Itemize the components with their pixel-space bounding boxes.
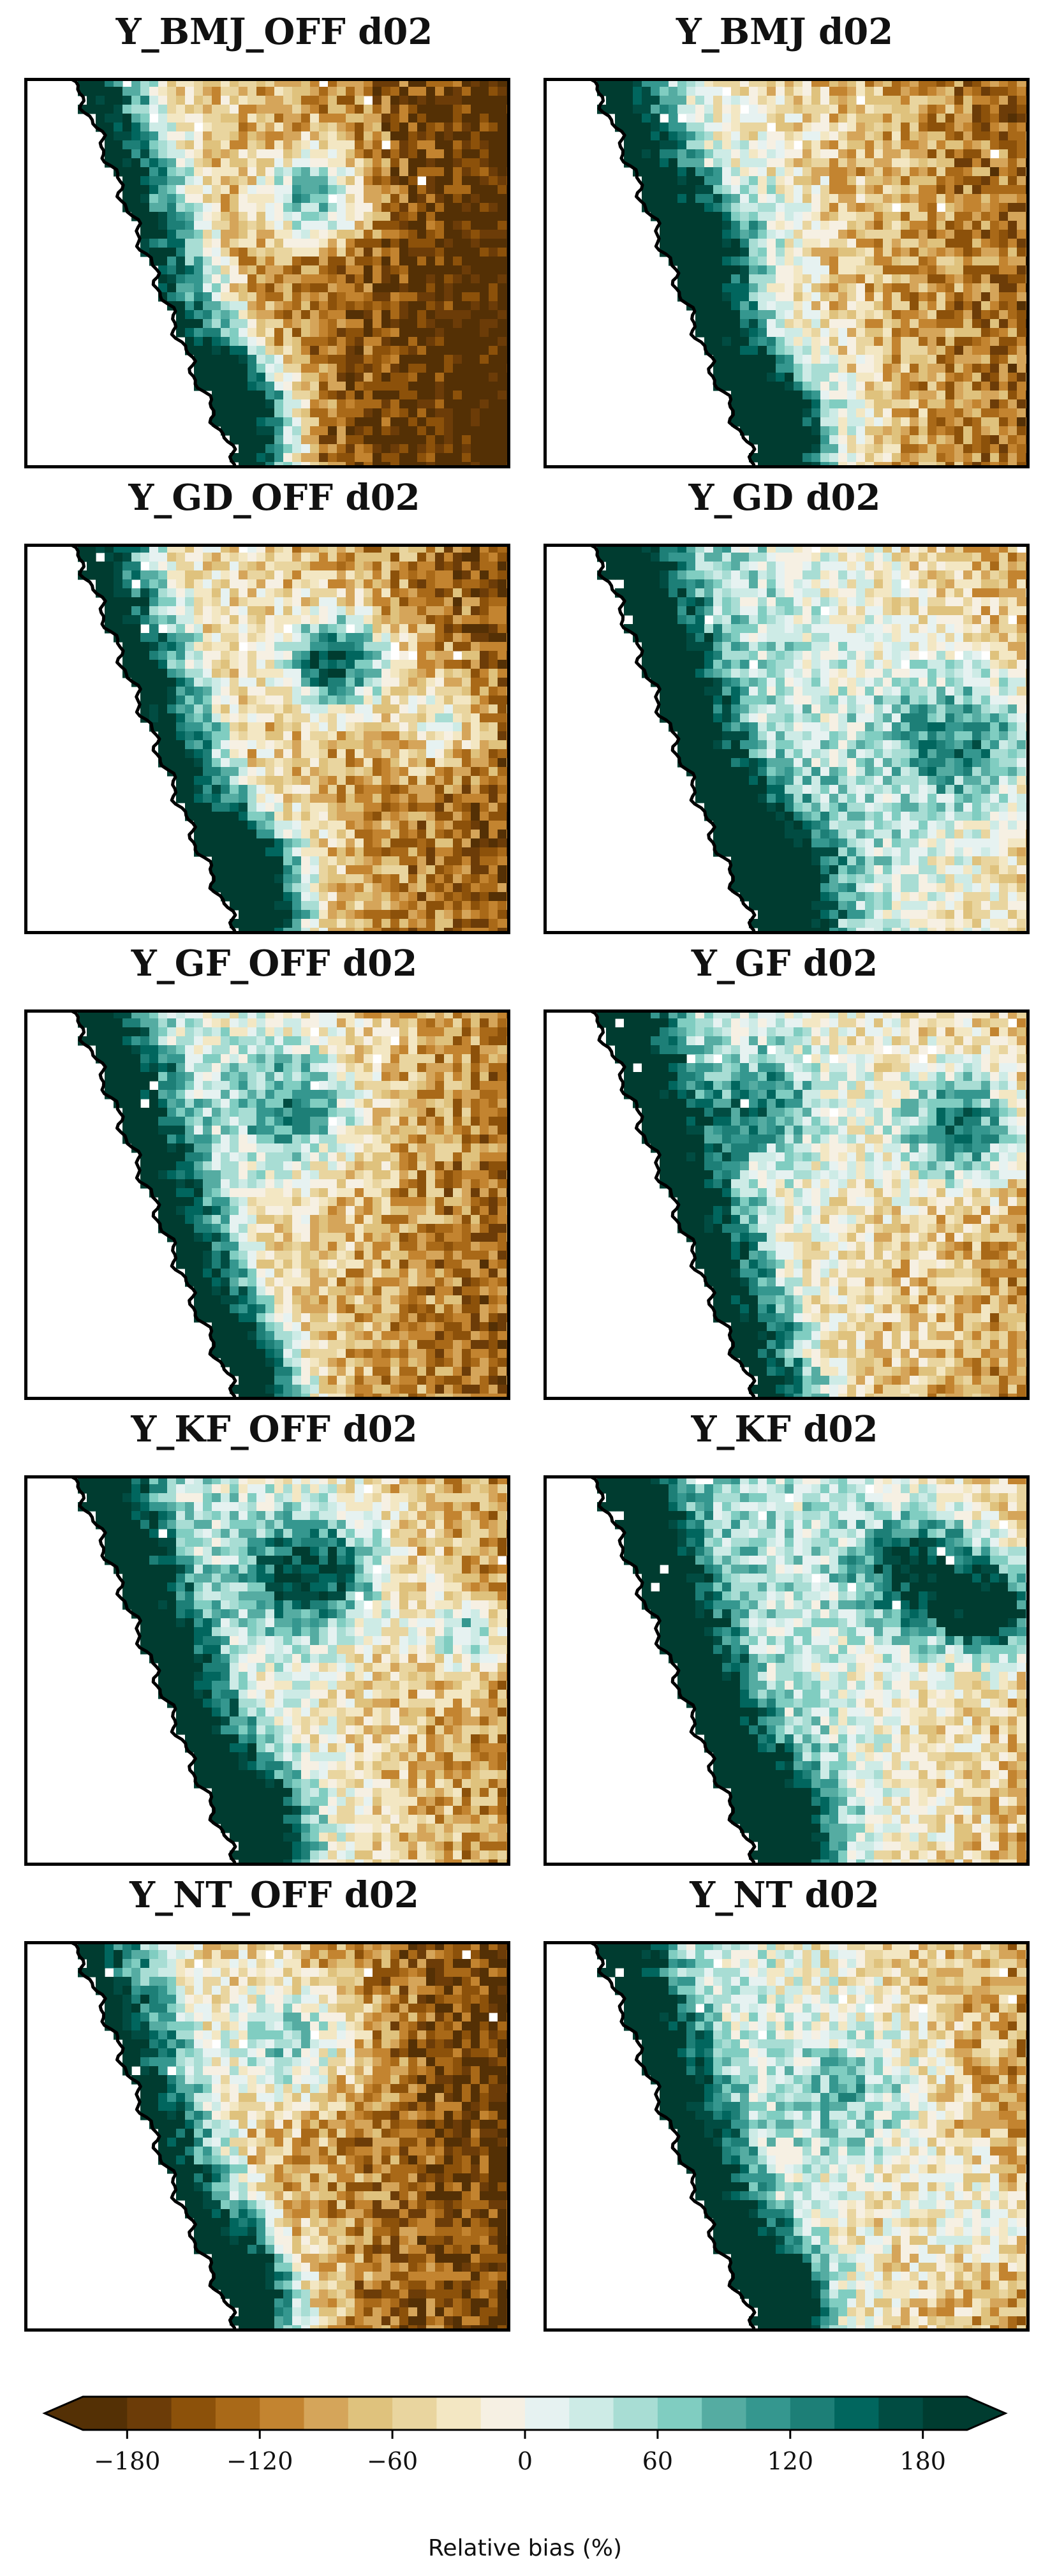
map-frame [24, 1475, 510, 1866]
panel-title-y-bmj-off: Y_BMJ_OFF d02 [115, 11, 433, 53]
bias-grid [597, 78, 1030, 468]
panel-title-y-gf: Y_GF d02 [691, 942, 878, 985]
colorbar-tick-label: −60 [367, 2447, 418, 2475]
coastline [68, 1941, 237, 2332]
coastline [68, 544, 237, 934]
bias-grid [78, 1941, 510, 2332]
map-frame [543, 1475, 1030, 1866]
bias-grid [78, 1475, 510, 1866]
bias-grid [78, 1009, 510, 1400]
panel-title-y-nt-off: Y_NT_OFF d02 [129, 1874, 419, 1916]
colorbar-bin [260, 2397, 304, 2430]
colorbar-extend-high [967, 2397, 1005, 2430]
colorbar-bin [480, 2397, 526, 2430]
coastline [68, 78, 237, 468]
colorbar-bin [922, 2397, 968, 2430]
colorbar-bin [790, 2397, 835, 2430]
colorbar-bin [746, 2397, 791, 2430]
colorbar-bin [392, 2397, 437, 2430]
map-panel-y-gf-off [24, 1009, 510, 1400]
map-panel-y-nt-off [24, 1941, 510, 2332]
colorbar: Relative bias (%) −180 −120 −60 0 60 120 180 [42, 2395, 1008, 2561]
panel-title-y-gd-off: Y_GD_OFF d02 [128, 477, 420, 519]
bias-grid [78, 78, 510, 468]
colorbar-bin [613, 2397, 658, 2430]
panel-title-y-gd: Y_GD d02 [688, 477, 881, 519]
colorbar-bin [348, 2397, 393, 2430]
colorbar-bin [171, 2397, 216, 2430]
coastline [587, 544, 757, 934]
map-panel-y-gd [543, 544, 1030, 934]
coastline [68, 1009, 237, 1400]
map-frame [543, 1009, 1030, 1400]
map-frame [543, 78, 1030, 468]
colorbar-bin [702, 2397, 746, 2430]
colorbar-extend-low [45, 2397, 83, 2430]
colorbar-tick-label: 120 [767, 2447, 814, 2475]
map-panel-y-bmj-off [24, 78, 510, 468]
coastline [587, 1009, 757, 1400]
panel-title-y-kf-off: Y_KF_OFF d02 [131, 1408, 418, 1450]
coastline [587, 1941, 757, 2332]
colorbar-bin [83, 2397, 128, 2430]
map-panel-y-bmj [543, 78, 1030, 468]
colorbar-tick-label: −120 [226, 2447, 293, 2475]
coastline [587, 1475, 757, 1866]
colorbar-bin [436, 2397, 482, 2430]
colorbar-tick-label: 60 [642, 2447, 673, 2475]
bias-grid [78, 544, 510, 934]
map-panel-y-nt [543, 1941, 1030, 2332]
coastline [68, 1475, 237, 1866]
bias-grid [597, 1941, 1030, 2332]
map-frame [24, 544, 510, 934]
colorbar-bin [569, 2397, 614, 2430]
colorbar-outline [42, 2395, 1008, 2431]
bias-grid [597, 1009, 1030, 1400]
colorbar-bin [657, 2397, 702, 2430]
map-panel-y-gf [543, 1009, 1030, 1400]
map-frame [24, 1941, 510, 2332]
panel-title-y-nt: Y_NT d02 [690, 1874, 880, 1916]
colorbar-label: Relative bias (%) [428, 2535, 622, 2561]
colorbar-bin [834, 2397, 879, 2430]
map-frame [543, 1941, 1030, 2332]
colorbar-tick-label: −180 [94, 2447, 160, 2475]
colorbar-bin [215, 2397, 260, 2430]
map-frame [543, 544, 1030, 934]
bias-grid [597, 544, 1030, 934]
map-panel-y-gd-off [24, 544, 510, 934]
colorbar-bin [525, 2397, 570, 2430]
coastline [587, 78, 757, 468]
panel-title-y-kf: Y_KF d02 [691, 1408, 878, 1450]
map-panel-y-kf [543, 1475, 1030, 1866]
bias-grid [597, 1475, 1030, 1866]
map-panel-y-kf-off [24, 1475, 510, 1866]
colorbar-bin [878, 2397, 924, 2430]
colorbar-bin [304, 2397, 349, 2430]
panel-title-y-gf-off: Y_GF_OFF d02 [131, 942, 418, 985]
map-frame [24, 78, 510, 468]
map-frame [24, 1009, 510, 1400]
colorbar-tick-label: 180 [899, 2447, 946, 2475]
panel-title-y-bmj: Y_BMJ d02 [676, 11, 894, 53]
colorbar-bin [127, 2397, 172, 2430]
colorbar-tick-label: 0 [517, 2447, 533, 2475]
